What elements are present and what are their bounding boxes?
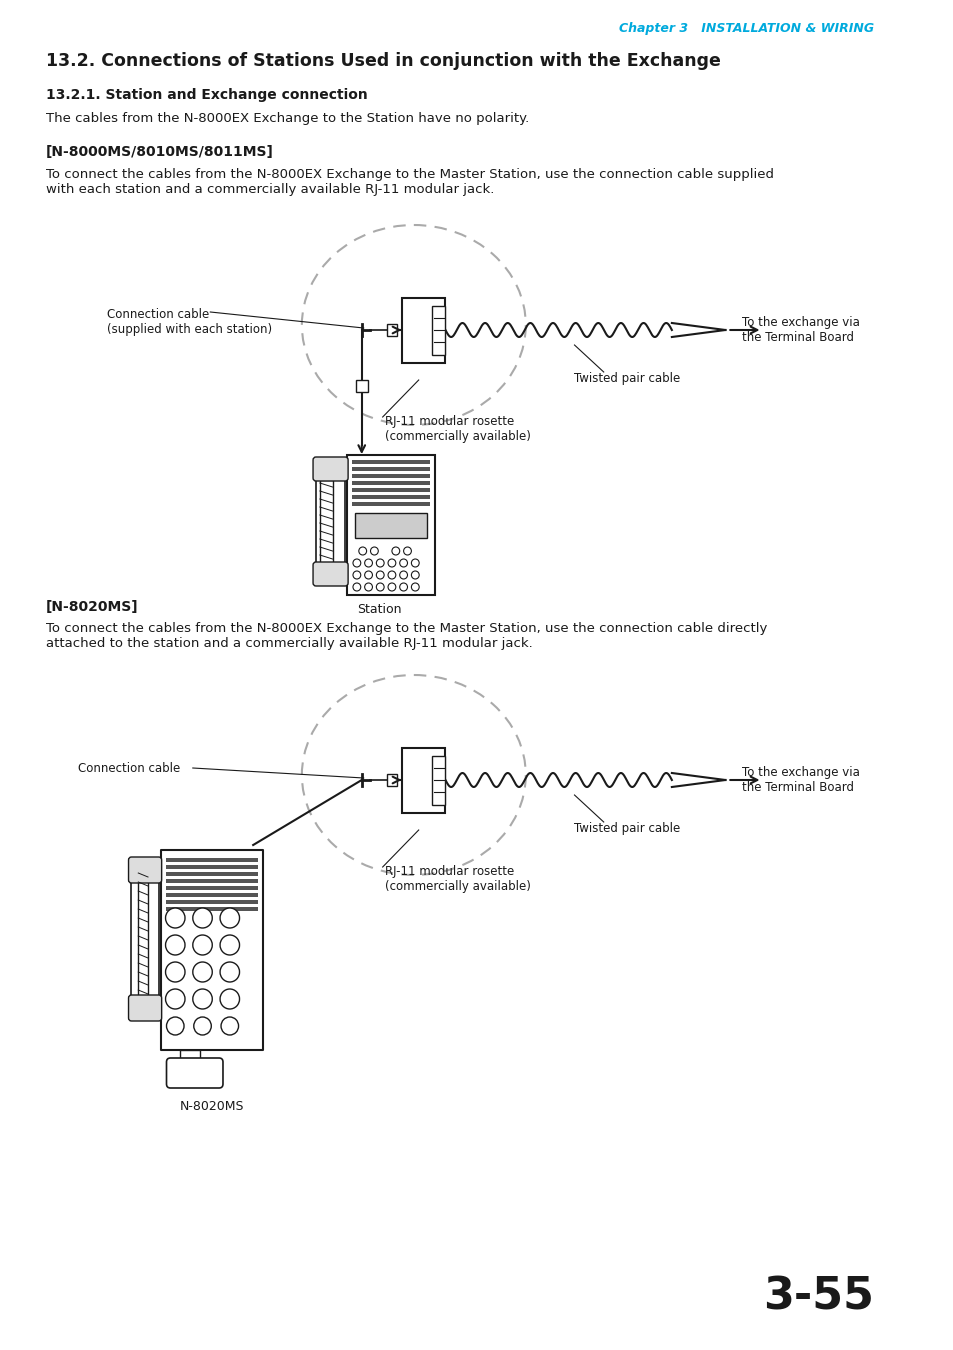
Circle shape [399, 559, 407, 567]
Text: 13.2.1. Station and Exchange connection: 13.2.1. Station and Exchange connection [46, 88, 367, 103]
Bar [432, 305, 445, 355]
Bar [160, 850, 263, 1050]
Bar [352, 487, 430, 491]
Bar [352, 467, 430, 471]
Circle shape [353, 559, 360, 567]
Bar [166, 907, 257, 911]
Bar [352, 502, 430, 506]
Text: The cables from the N-8000EX Exchange to the Station have no polarity.: The cables from the N-8000EX Exchange to… [46, 112, 529, 126]
Circle shape [399, 583, 407, 591]
Text: 3-55: 3-55 [762, 1274, 874, 1318]
Circle shape [166, 963, 185, 981]
Circle shape [166, 990, 185, 1008]
Bar [138, 869, 148, 1010]
Circle shape [364, 583, 372, 591]
Text: Chapter 3   INSTALLATION & WIRING: Chapter 3 INSTALLATION & WIRING [618, 22, 874, 35]
Text: N-8020MS: N-8020MS [179, 1100, 244, 1112]
Bar [166, 886, 257, 890]
Bar [166, 892, 257, 896]
Circle shape [364, 559, 372, 567]
Text: [N-8000MS/8010MS/8011MS]: [N-8000MS/8010MS/8011MS] [46, 144, 274, 159]
Bar [355, 379, 367, 391]
Circle shape [166, 936, 185, 954]
Circle shape [411, 571, 418, 579]
Circle shape [167, 1017, 184, 1035]
Bar [166, 872, 257, 876]
Circle shape [220, 936, 239, 954]
Bar [432, 756, 445, 805]
Bar [180, 1050, 199, 1065]
Bar [166, 865, 257, 869]
Bar [347, 455, 435, 595]
Circle shape [353, 583, 360, 591]
Circle shape [220, 963, 239, 981]
Text: Twisted pair cable: Twisted pair cable [574, 373, 680, 385]
Circle shape [358, 547, 366, 555]
Bar [132, 860, 158, 1021]
Circle shape [193, 909, 213, 927]
Bar [401, 748, 445, 813]
Circle shape [220, 990, 239, 1008]
Circle shape [193, 1017, 211, 1035]
Bar [315, 460, 345, 585]
Text: 13.2. Connections of Stations Used in conjunction with the Exchange: 13.2. Connections of Stations Used in co… [46, 53, 720, 70]
Text: Connection cable: Connection cable [78, 761, 180, 775]
Circle shape [220, 909, 239, 927]
Text: RJ-11 modular rosette
(commercially available): RJ-11 modular rosette (commercially avai… [384, 414, 530, 443]
Bar [352, 481, 430, 485]
Bar [355, 513, 427, 539]
Text: [N-8020MS]: [N-8020MS] [46, 599, 138, 614]
Circle shape [403, 547, 411, 555]
Bar [166, 900, 257, 904]
Bar [352, 460, 430, 464]
Circle shape [193, 990, 213, 1008]
Bar [387, 324, 396, 336]
Bar [166, 879, 257, 883]
Circle shape [388, 571, 395, 579]
Text: Station: Station [356, 603, 401, 616]
FancyBboxPatch shape [313, 458, 348, 481]
Circle shape [375, 559, 384, 567]
Text: RJ-11 modular rosette
(commercially available): RJ-11 modular rosette (commercially avai… [384, 865, 530, 892]
Circle shape [364, 571, 372, 579]
Circle shape [370, 547, 378, 555]
Text: Connection cable
(supplied with each station): Connection cable (supplied with each sta… [107, 308, 272, 336]
Bar [352, 495, 430, 500]
Circle shape [411, 559, 418, 567]
Circle shape [193, 963, 213, 981]
Circle shape [221, 1017, 238, 1035]
Circle shape [353, 571, 360, 579]
Circle shape [193, 936, 213, 954]
Circle shape [388, 583, 395, 591]
Text: Twisted pair cable: Twisted pair cable [574, 822, 680, 836]
Circle shape [392, 547, 399, 555]
Circle shape [375, 583, 384, 591]
FancyBboxPatch shape [129, 857, 161, 883]
Bar [401, 297, 445, 363]
Bar [352, 474, 430, 478]
Circle shape [166, 909, 185, 927]
Text: To the exchange via
the Terminal Board: To the exchange via the Terminal Board [741, 765, 859, 794]
Text: To the exchange via
the Terminal Board: To the exchange via the Terminal Board [741, 316, 859, 344]
Bar [166, 859, 257, 863]
Circle shape [375, 571, 384, 579]
Circle shape [411, 583, 418, 591]
Circle shape [388, 559, 395, 567]
Circle shape [399, 571, 407, 579]
FancyBboxPatch shape [313, 562, 348, 586]
Bar [387, 774, 396, 786]
FancyBboxPatch shape [167, 1058, 223, 1088]
Bar [319, 481, 333, 570]
FancyBboxPatch shape [129, 995, 161, 1021]
Text: To connect the cables from the N-8000EX Exchange to the Master Station, use the : To connect the cables from the N-8000EX … [46, 167, 773, 196]
Text: To connect the cables from the N-8000EX Exchange to the Master Station, use the : To connect the cables from the N-8000EX … [46, 622, 766, 649]
